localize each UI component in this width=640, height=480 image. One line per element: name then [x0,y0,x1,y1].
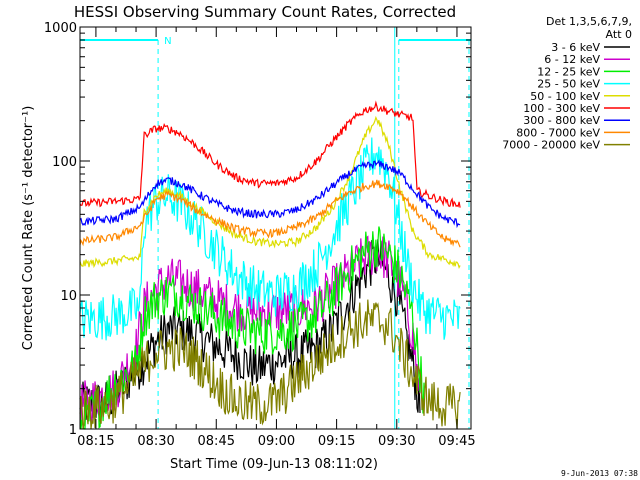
x-axis-label: Start Time (09-Jun-13 08:11:02) [170,457,378,472]
series-line [79,159,461,229]
series-line [79,235,421,426]
x-tick-label: 09:45 [438,434,475,449]
legend-entry-label: 800 - 7000 keV [516,126,600,139]
y-axis-label: Corrected Count Rate (s⁻¹ detector⁻¹) [21,106,36,351]
legend-entry-label: 6 - 12 keV [544,53,600,66]
y-axis: 1 10 100 1000 [44,21,471,438]
plot-frame [79,26,472,430]
legend-entry-label: 3 - 6 keV [551,41,600,54]
legend-header-attenuator: Att 0 [606,28,632,41]
series-line [79,137,461,341]
y-tick-label: 100 [52,155,77,170]
legend-entry-label: 300 - 800 keV [523,114,600,127]
x-tick-label: 09:30 [378,434,415,449]
series-line [79,179,461,248]
x-tick-label: 08:45 [198,434,235,449]
legend-entry-label: 25 - 50 keV [537,78,600,91]
series-line [79,100,461,208]
legend-entry-label: 12 - 25 keV [537,65,600,78]
series-line [79,299,461,430]
legend-entry-label: 100 - 300 keV [523,102,600,115]
legend-entry-label: 50 - 100 keV [530,90,600,103]
y-tick-label: 1000 [44,21,77,36]
x-axis: 08:15 08:30 08:45 09:00 09:15 09:30 09:45 [77,27,476,449]
x-tick-label: 08:15 [77,434,114,449]
legend-header-detectors: Det 1,3,5,6,7,9, [546,15,632,28]
x-tick-label: 09:00 [258,434,295,449]
y-tick-label: 1 [69,423,77,438]
x-tick-label: 09:15 [318,434,355,449]
legend-entry-label: 7000 - 20000 keV [502,139,600,152]
y-tick-label: 10 [60,289,77,304]
series-line [79,226,425,430]
plot-area: N [79,27,471,430]
flag-label: N [164,36,171,47]
timestamp-label: 9-Jun-2013 07:38 [561,469,638,478]
x-tick-label: 08:30 [137,434,174,449]
chart-title: HESSI Observing Summary Count Rates, Cor… [74,3,456,21]
